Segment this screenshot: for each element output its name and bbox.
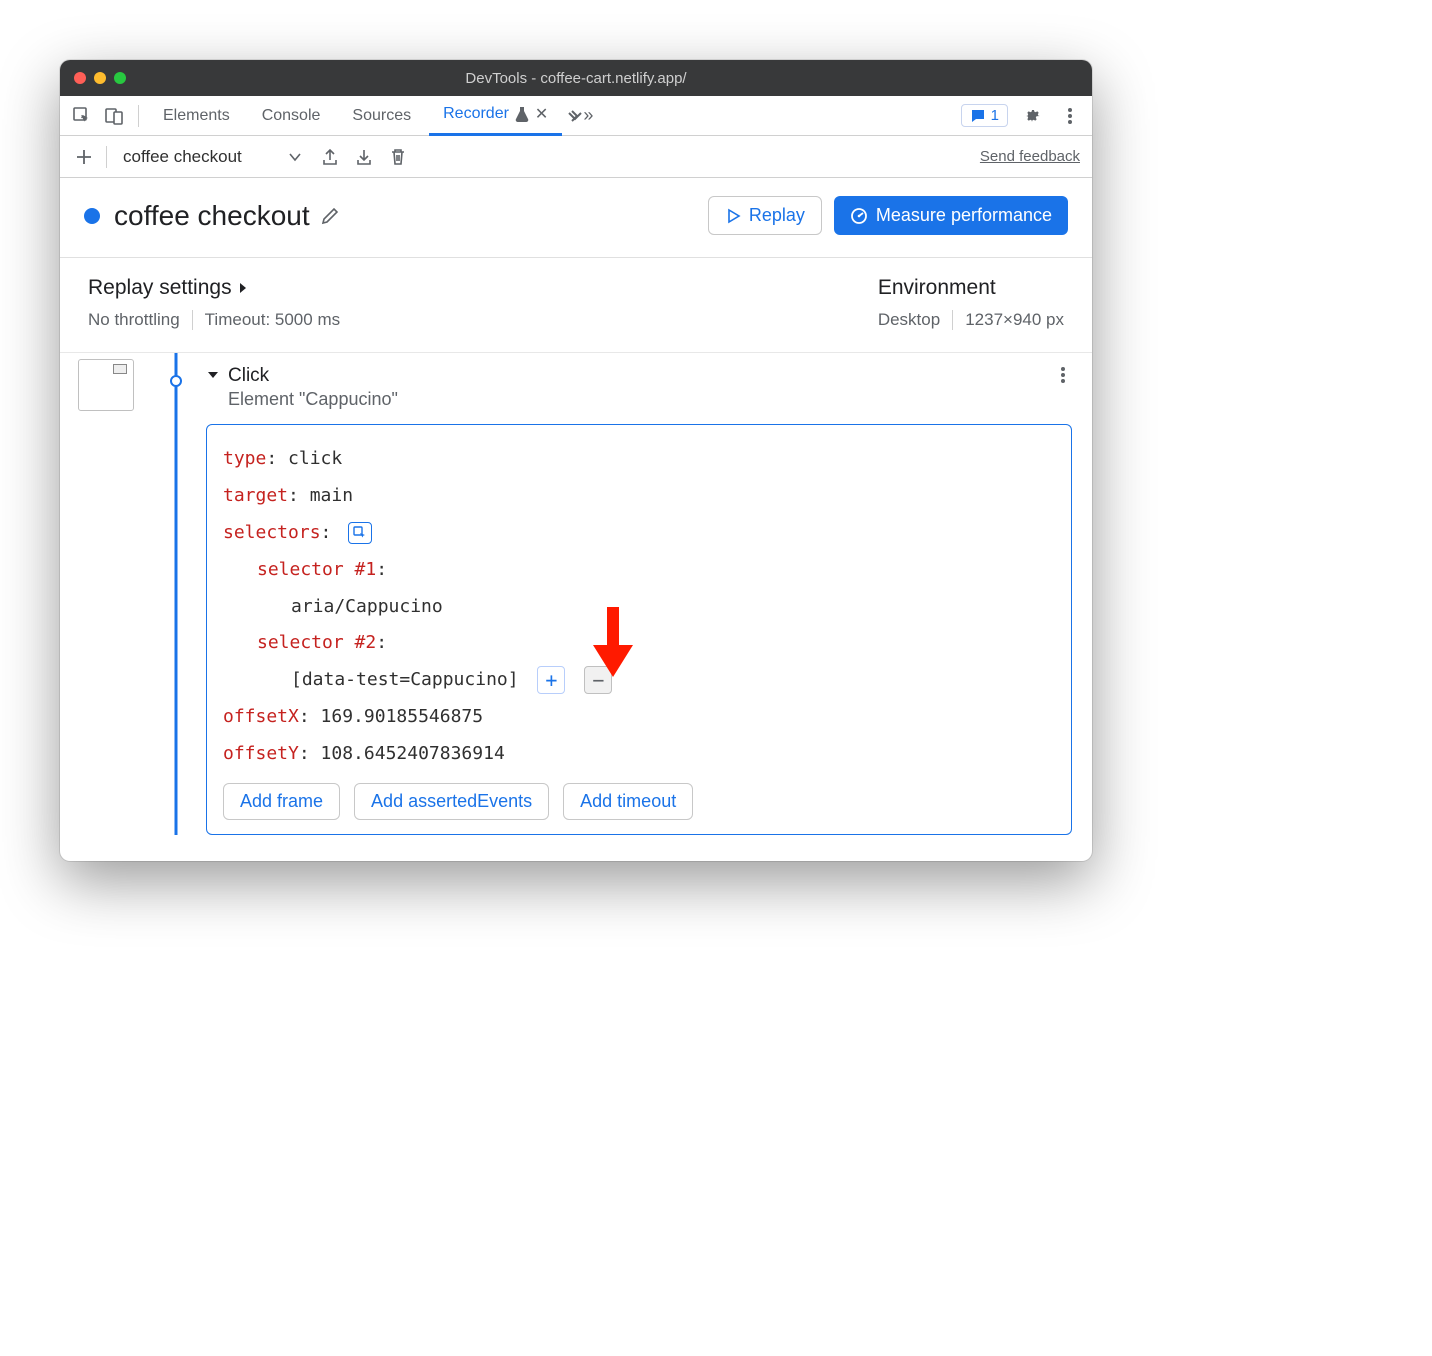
window-title: DevTools - coffee-cart.netlify.app/ <box>60 70 1092 87</box>
issues-badge[interactable]: 1 <box>961 104 1008 127</box>
expand-triangle-icon[interactable] <box>206 368 220 382</box>
flask-icon <box>515 106 529 122</box>
kebab-menu-icon[interactable] <box>1056 102 1084 130</box>
val-sel1[interactable]: aria/Cappucino <box>291 596 443 617</box>
selector-picker-icon[interactable] <box>348 522 372 544</box>
gauge-icon <box>850 207 868 225</box>
tab-sources[interactable]: Sources <box>338 96 425 136</box>
divider <box>192 310 193 330</box>
settings-gear-icon[interactable] <box>1018 102 1046 130</box>
key-sel1: selector #1 <box>257 559 376 580</box>
chat-icon <box>970 108 986 124</box>
replay-settings-title[interactable]: Replay settings <box>88 276 340 300</box>
key-target: target <box>223 485 288 506</box>
tab-label: Recorder <box>443 105 509 123</box>
divider <box>952 310 953 330</box>
key-selectors: selectors <box>223 522 321 543</box>
recorder-toolbar: coffee checkout Send feedback <box>60 136 1092 178</box>
device-toolbar-icon[interactable] <box>100 102 128 130</box>
environment-title: Environment <box>878 276 1064 300</box>
tab-console[interactable]: Console <box>248 96 335 136</box>
key-offsety: offsetY <box>223 743 299 764</box>
replay-button[interactable]: Replay <box>708 196 822 235</box>
step-menu-icon[interactable] <box>1054 365 1072 385</box>
recording-header: coffee checkout Replay Measure performan… <box>60 178 1092 258</box>
chevron-right-icon <box>238 281 248 295</box>
add-timeout-button[interactable]: Add timeout <box>563 783 693 820</box>
val-offsety[interactable]: 108.6452407836914 <box>321 743 505 764</box>
throttling-value: No throttling <box>88 310 180 330</box>
chevron-down-icon <box>288 150 302 164</box>
panel-tabbar: Elements Console Sources Recorder ✕ » 1 <box>60 96 1092 136</box>
more-tabs-icon[interactable]: » <box>566 102 594 130</box>
send-feedback-link[interactable]: Send feedback <box>980 148 1080 165</box>
step-details-box: type: click target: main selectors: sele… <box>206 424 1072 835</box>
key-type: type <box>223 448 266 469</box>
device-value: Desktop <box>878 310 940 330</box>
titlebar: DevTools - coffee-cart.netlify.app/ <box>60 60 1092 96</box>
play-icon <box>725 208 741 224</box>
settings-row: Replay settings No throttling Timeout: 5… <box>60 258 1092 353</box>
recording-status-dot <box>84 208 100 224</box>
window-minimize-button[interactable] <box>94 72 106 84</box>
timeline-rail <box>175 353 178 835</box>
tab-label: Elements <box>163 107 230 125</box>
add-selector-button[interactable]: + <box>537 666 565 694</box>
step-thumbnail[interactable] <box>78 359 134 411</box>
traffic-lights <box>74 72 126 84</box>
tab-elements[interactable]: Elements <box>149 96 244 136</box>
val-offsetx[interactable]: 169.90185546875 <box>321 706 484 727</box>
recording-title: coffee checkout <box>114 200 310 232</box>
delete-icon[interactable] <box>386 145 410 169</box>
timeline-step-dot[interactable] <box>170 375 182 387</box>
viewport-value: 1237×940 px <box>965 310 1064 330</box>
recording-select-value: coffee checkout <box>123 147 242 167</box>
label: Environment <box>878 276 996 300</box>
tab-label: Console <box>262 107 321 125</box>
add-asserted-events-button[interactable]: Add assertedEvents <box>354 783 549 820</box>
new-recording-icon[interactable] <box>72 145 96 169</box>
remove-selector-button[interactable]: − <box>584 666 612 694</box>
devtools-window: DevTools - coffee-cart.netlify.app/ Elem… <box>60 60 1092 861</box>
add-frame-button[interactable]: Add frame <box>223 783 340 820</box>
window-zoom-button[interactable] <box>114 72 126 84</box>
export-icon[interactable] <box>318 145 342 169</box>
button-label: Replay <box>749 205 805 226</box>
tab-recorder[interactable]: Recorder ✕ <box>429 96 562 136</box>
val-target[interactable]: main <box>310 485 353 506</box>
step-title: Click <box>228 365 1046 387</box>
close-tab-icon[interactable]: ✕ <box>535 104 548 124</box>
key-sel2: selector #2 <box>257 632 376 653</box>
recording-select[interactable]: coffee checkout <box>117 145 308 169</box>
divider <box>106 146 107 168</box>
val-sel2[interactable]: [data-test=Cappucino] <box>291 669 519 690</box>
key-offsetx: offsetX <box>223 706 299 727</box>
step-subtitle: Element "Cappucino" <box>228 389 1046 410</box>
window-close-button[interactable] <box>74 72 86 84</box>
steps-area: Click Element "Cappucino" type: click ta… <box>60 353 1092 861</box>
measure-performance-button[interactable]: Measure performance <box>834 196 1068 235</box>
import-icon[interactable] <box>352 145 376 169</box>
val-type[interactable]: click <box>288 448 342 469</box>
timeout-value: Timeout: 5000 ms <box>205 310 340 330</box>
divider <box>138 105 139 127</box>
edit-title-icon[interactable] <box>320 206 340 226</box>
label: Replay settings <box>88 276 232 300</box>
tab-label: Sources <box>352 107 411 125</box>
inspect-element-icon[interactable] <box>68 102 96 130</box>
issues-count: 1 <box>991 107 999 124</box>
button-label: Measure performance <box>876 205 1052 226</box>
